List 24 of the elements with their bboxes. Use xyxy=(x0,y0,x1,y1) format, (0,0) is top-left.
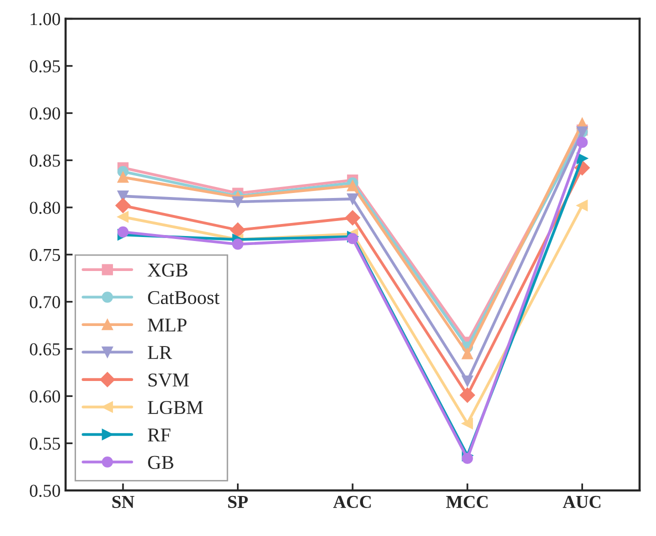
legend-label: XGB xyxy=(148,264,188,277)
legend-label: GB xyxy=(148,456,174,469)
y-tick-label: 0.80 xyxy=(30,202,60,214)
y-tick-label: 0.90 xyxy=(30,107,60,120)
y-tick-label: 0.75 xyxy=(30,248,60,262)
legend-label: LGBM xyxy=(148,400,203,414)
legend-label: SVM xyxy=(148,374,189,387)
x-tick-label: SP xyxy=(228,496,248,508)
x-tick-label: ACC xyxy=(333,496,371,508)
x-tick-label: SN xyxy=(112,496,134,508)
legend-label: LR xyxy=(148,346,172,359)
y-tick-label: 0.55 xyxy=(30,438,60,450)
y-tick-label: 0.50 xyxy=(30,484,60,497)
y-tick-label: 0.65 xyxy=(30,343,60,356)
x-tick-label: AUC xyxy=(562,496,600,508)
y-tick-label: 0.95 xyxy=(30,60,60,72)
legend-label: MLP xyxy=(148,318,186,332)
x-tick-label: MCC xyxy=(446,496,488,508)
legend-label: RF xyxy=(148,428,170,442)
y-tick-label: 0.60 xyxy=(30,390,60,403)
y-tick-label: 0.70 xyxy=(30,296,60,308)
legend-label: CatBoost xyxy=(148,291,220,304)
y-tick-label: 0.85 xyxy=(30,154,60,167)
y-tick-label: 1.00 xyxy=(30,13,60,26)
